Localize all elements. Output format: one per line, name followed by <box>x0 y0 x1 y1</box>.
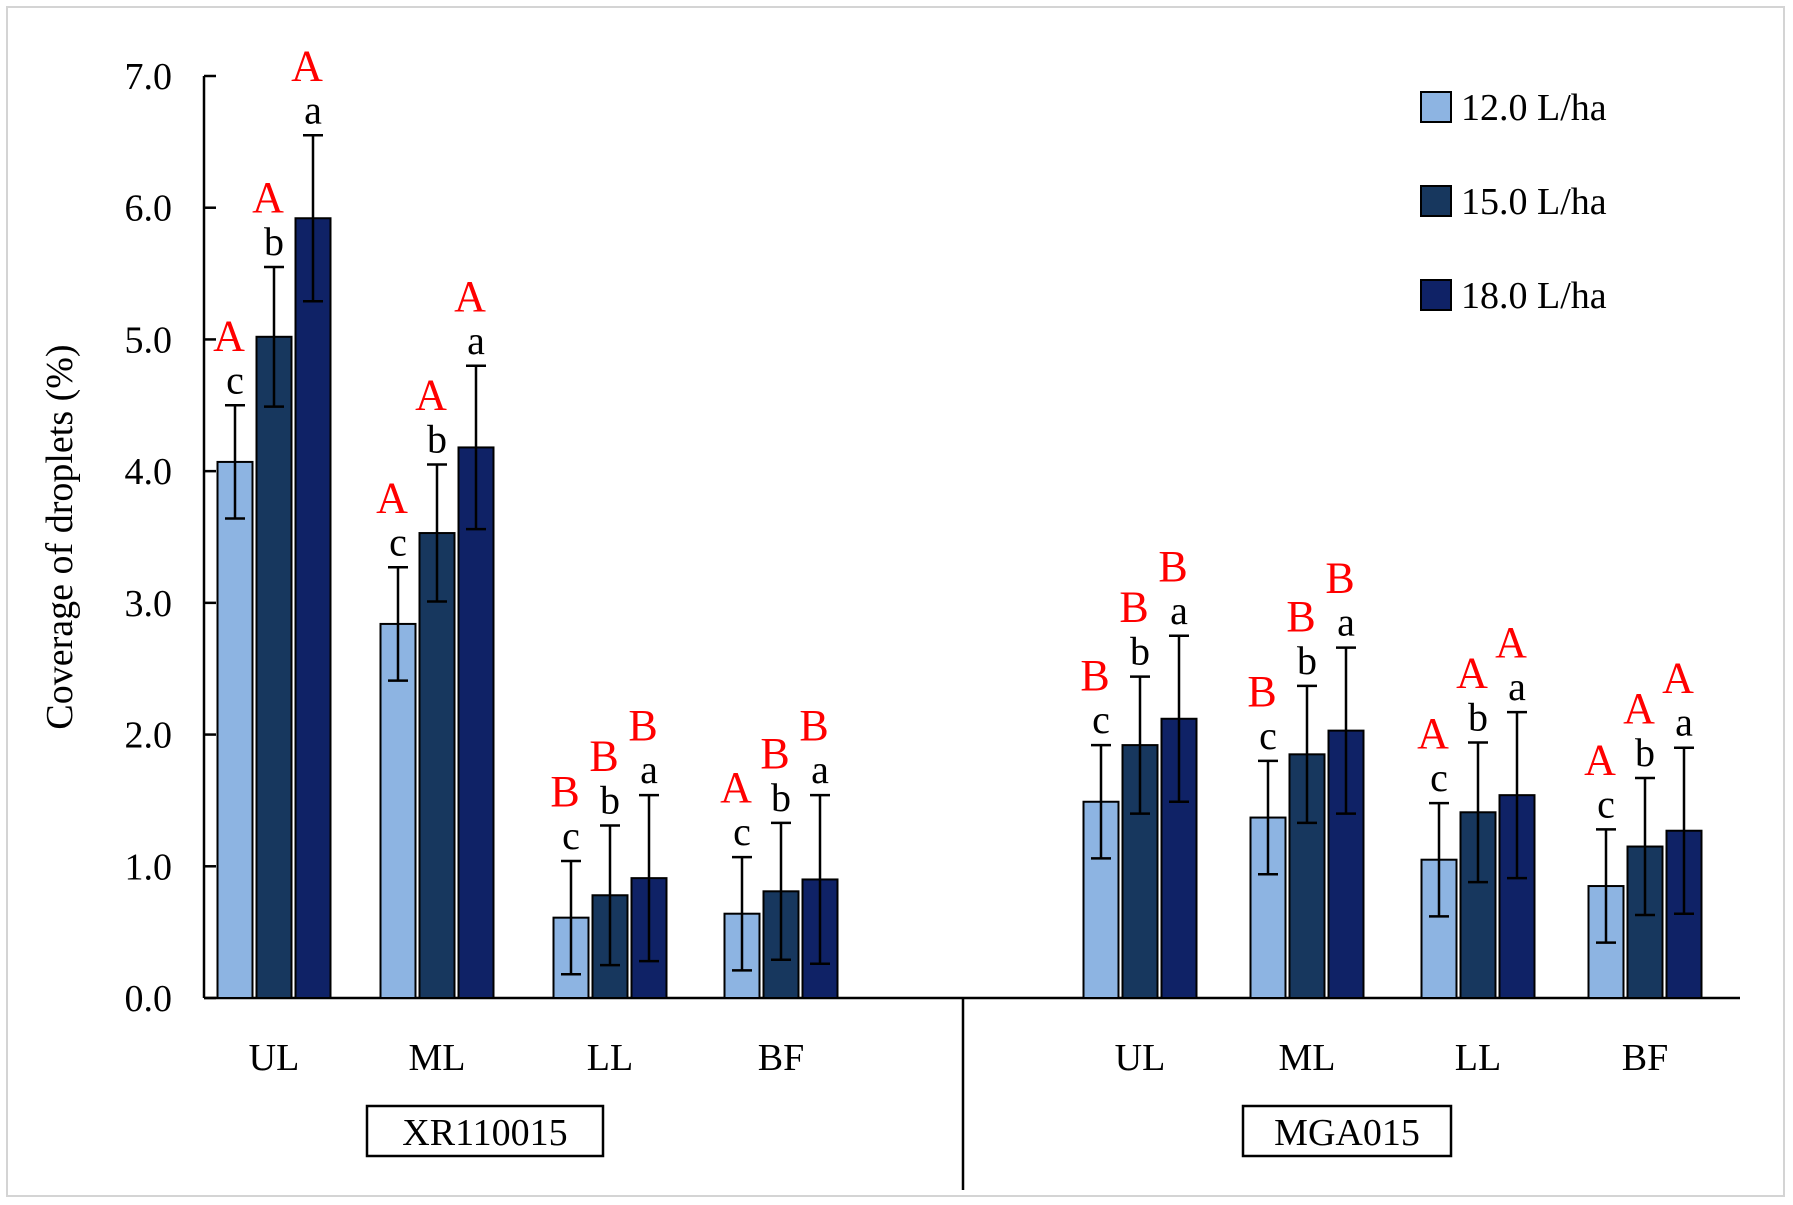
x-category-label: UL <box>249 1037 300 1079</box>
significance-capital: B <box>1119 583 1148 632</box>
y-tick-label: 6.0 <box>125 188 173 230</box>
significance-letter: b <box>264 219 284 264</box>
significance-capital: A <box>415 371 447 420</box>
significance-capital: B <box>1080 651 1109 700</box>
significance-letter: c <box>1259 713 1277 758</box>
legend-swatch <box>1420 279 1452 311</box>
significance-capital: A <box>1417 709 1449 758</box>
significance-capital: A <box>376 473 408 522</box>
significance-letter: b <box>1635 730 1655 775</box>
significance-letter: a <box>1170 588 1188 633</box>
significance-letter: a <box>640 747 658 792</box>
legend-label: 12.0 L/ha <box>1461 87 1607 129</box>
significance-letter: c <box>389 519 407 564</box>
x-category-label: BF <box>1622 1037 1668 1079</box>
significance-capital: B <box>760 729 789 778</box>
significance-capital: B <box>589 731 618 780</box>
significance-letter: c <box>1092 697 1110 742</box>
significance-labels: cAcAcBcAcBcBcAcAbAbAbBbBbBbBbAbAaAaAaBaB… <box>213 41 1694 858</box>
significance-letter: a <box>1337 600 1355 645</box>
significance-letter: c <box>562 813 580 858</box>
significance-letter: b <box>1130 629 1150 674</box>
bar <box>418 532 456 999</box>
significance-letter: b <box>427 417 447 462</box>
x-category-label: BF <box>758 1037 804 1079</box>
bar <box>294 217 332 1000</box>
significance-capital: B <box>1325 554 1354 603</box>
significance-capital: B <box>1247 667 1276 716</box>
bar <box>379 622 417 1000</box>
significance-capital: A <box>1495 618 1527 667</box>
y-tick-label: 4.0 <box>125 451 173 493</box>
group-label: MGA015 <box>1274 1112 1420 1154</box>
y-tick-label: 2.0 <box>125 715 173 757</box>
significance-capital: A <box>720 763 752 812</box>
significance-letter: b <box>600 777 620 822</box>
significance-letter: b <box>771 775 791 820</box>
significance-letter: a <box>467 318 485 363</box>
bar <box>216 460 254 999</box>
significance-capital: A <box>1584 735 1616 784</box>
y-tick-label: 0.0 <box>125 978 173 1020</box>
x-category-label: ML <box>1279 1037 1336 1079</box>
significance-letter: a <box>811 747 829 792</box>
legend: 12.0 L/ha 15.0 L/ha 18.0 L/ha <box>1420 87 1607 317</box>
significance-letter: c <box>1430 755 1448 800</box>
significance-letter: b <box>1468 694 1488 739</box>
x-category-label: ML <box>409 1037 466 1079</box>
significance-capital: A <box>291 41 323 90</box>
y-tick-label: 5.0 <box>125 319 173 361</box>
significance-capital: A <box>1456 648 1488 697</box>
x-category-label: LL <box>587 1037 633 1079</box>
significance-letter: c <box>733 809 751 854</box>
legend-swatch <box>1420 91 1452 123</box>
group-label: XR110015 <box>402 1112 567 1154</box>
bar <box>457 446 495 1000</box>
legend-label: 15.0 L/ha <box>1461 181 1607 223</box>
significance-letter: c <box>226 357 244 402</box>
significance-capital: A <box>252 173 284 222</box>
significance-capital: B <box>1158 542 1187 591</box>
y-axis-title: Coverage of droplets (%) <box>39 344 81 729</box>
significance-capital: B <box>799 701 828 750</box>
bar <box>255 335 293 999</box>
significance-letter: a <box>1675 700 1693 745</box>
y-tick-label: 1.0 <box>125 846 173 888</box>
significance-capital: A <box>213 311 245 360</box>
significance-capital: A <box>1623 684 1655 733</box>
significance-letter: c <box>1597 781 1615 826</box>
significance-capital: B <box>1286 592 1315 641</box>
legend-swatch <box>1420 185 1452 217</box>
x-category-label: LL <box>1455 1037 1501 1079</box>
legend-label: 18.0 L/ha <box>1461 275 1607 317</box>
bar <box>1082 800 1120 1000</box>
bars <box>216 134 1703 1000</box>
y-tick-label: 7.0 <box>125 56 173 98</box>
x-category-label: UL <box>1115 1037 1166 1079</box>
group-label-box <box>1241 1104 1453 1158</box>
significance-letter: a <box>304 87 322 132</box>
significance-capital: B <box>628 701 657 750</box>
significance-letter: b <box>1297 638 1317 683</box>
significance-capital: A <box>454 272 486 321</box>
significance-capital: A <box>1662 654 1694 703</box>
significance-capital: B <box>550 767 579 816</box>
group-label-box <box>365 1104 605 1158</box>
y-tick-label: 3.0 <box>125 583 173 625</box>
axes: 0.0 1.0 2.0 3.0 4.0 5.0 6.0 7.0 Coverage of drop… <box>39 56 1740 1190</box>
significance-letter: a <box>1508 664 1526 709</box>
